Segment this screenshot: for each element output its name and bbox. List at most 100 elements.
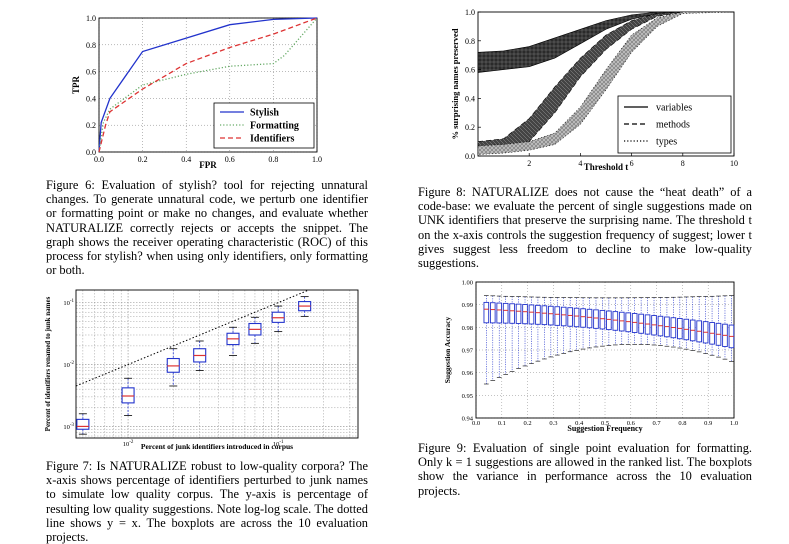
- figure-9-xtick-label: 0.6: [627, 420, 636, 427]
- figure-6-ytick-label: 0.0: [86, 148, 96, 157]
- figure-9-xtick-label: 0.4: [575, 420, 584, 427]
- figure-6-series-identifiers: [98, 17, 318, 153]
- figure-9-box: [541, 305, 548, 326]
- figure-8-ytick-label: 0.8: [465, 37, 475, 46]
- figure-9-box: [496, 302, 503, 324]
- figure-7-ytick-label: 10-2: [63, 361, 74, 369]
- figure-9-xlabel: Suggestion Frequency: [567, 424, 642, 433]
- figure-9-box: [573, 307, 580, 328]
- figure-9-box: [606, 310, 612, 331]
- figure-6-legend-label: Formatting: [250, 121, 299, 132]
- figure-9-box: [593, 309, 599, 329]
- figure-9-boxes: [483, 295, 735, 385]
- figure-6-xtick-label: 0.8: [268, 155, 278, 164]
- figure-9-caption: Figure 9: Evaluation of single point eva…: [418, 441, 752, 498]
- figure-7-ticks: 10-2 10-1 10-3 10-2 10-1: [63, 299, 284, 448]
- figure-9-ylabel: Suggestion Accuracy: [443, 317, 452, 384]
- figure-8-xtick-label: 4: [578, 159, 582, 168]
- figure-8-xtick-label: 2: [527, 159, 531, 168]
- figure-7-reference-line: [75, 289, 310, 387]
- figure-6-chart: 0.0 0.2 0.4 0.6 0.8 1.0 0.0 0.2 0.4 0.6 0.8 1.0 FPR…: [71, 14, 322, 170]
- figure-9-chart: 0.94 0.95 0.96 0.97 0.98 0.99 1.00 0.0 0.1 0.2 0.3…: [443, 280, 738, 434]
- figure-8-xlabel: Threshold t: [584, 162, 629, 172]
- figure-7-ytick-label: 10-3: [63, 423, 74, 431]
- figure-9-box: [599, 309, 606, 330]
- figure-9-box: [554, 306, 561, 326]
- figure-8-xtick-label: 8: [681, 159, 685, 168]
- figure-8-legend-label: types: [656, 137, 677, 148]
- figure-6-ytick-label: 0.6: [86, 68, 96, 77]
- figure-7-plot-frame: [75, 289, 359, 439]
- figure-8-legend: variables methods types: [617, 95, 732, 154]
- figure-8-bands: [477, 11, 735, 155]
- figure-6-ytick-label: 0.4: [86, 94, 96, 103]
- figure-7-box: [76, 418, 90, 430]
- figure-8-ytick-label: 1.0: [465, 8, 475, 17]
- figure-9-xtick-label: 0.5: [601, 420, 609, 427]
- figure-7-xtick-label: 10-1: [273, 440, 284, 448]
- figure-8-xtick-label: 10: [730, 159, 738, 168]
- figure-7-boxes: [76, 296, 312, 435]
- figure-6-ytick-label: 1.0: [86, 14, 96, 23]
- figure-6-xtick-label: 0.2: [138, 155, 148, 164]
- figure-8-xtick-label: 6: [630, 159, 634, 168]
- figure-6-xtick-label: 0.4: [181, 155, 191, 164]
- figure-7-grid: [76, 290, 358, 438]
- figure-9-xtick-label: 0.1: [498, 420, 506, 427]
- figure-6-ticks: 0.0 0.2 0.4 0.6 0.8 1.0 0.0 0.2 0.4 0.6 0.8 1.0: [86, 14, 322, 164]
- figure-9-xtick-label: 0.7: [653, 420, 662, 427]
- figure-9-box: [560, 306, 567, 327]
- figure-7-ylabel: Percent of identifiers renamed to junk n…: [44, 296, 52, 431]
- figure-8-ytick-label: 0.6: [465, 66, 475, 75]
- figure-6-xtick-label: 0.0: [94, 155, 104, 164]
- figure-8-ytick-label: 0.2: [465, 123, 475, 132]
- figure-9-xtick-label: 0.8: [678, 420, 686, 427]
- figure-9-box: [528, 304, 535, 325]
- figure-9-box: [509, 303, 515, 324]
- figure-9-plot-frame: [475, 281, 735, 419]
- figure-7-box: [121, 387, 135, 404]
- figure-8-ticks: 2 4 6 8 10 0.0 0.2 0.4 0.6 0.8 1.0: [465, 8, 738, 168]
- figure-6-xlabel: FPR: [199, 160, 217, 170]
- figure-7-ytick-label: 10-1: [63, 299, 74, 307]
- figure-6-lines: [98, 17, 318, 153]
- figure-9-box: [631, 313, 638, 333]
- figure-9-ytick-label: 0.95: [462, 393, 473, 400]
- figure-6-ytick-label: 0.2: [86, 121, 96, 130]
- figure-8-legend-label: variables: [656, 103, 692, 114]
- figure-9-ytick-label: 0.96: [462, 370, 474, 377]
- figure-9-ytick-label: 0.99: [462, 302, 473, 309]
- figure-9-box: [489, 302, 496, 324]
- figure-9-box: [618, 311, 625, 332]
- figure-8-ytick-label: 0.0: [465, 152, 475, 161]
- figure-9-ytick-label: 0.94: [462, 416, 474, 423]
- figure-9-box: [638, 313, 644, 334]
- figure-9-box: [580, 308, 586, 328]
- figure-9-box: [586, 308, 593, 329]
- figure-9-box: [522, 304, 528, 325]
- figure-6-legend-label: Stylish: [250, 108, 279, 119]
- figure-6-series-formatting: [98, 17, 318, 153]
- figure-7-yx-line: [75, 289, 310, 387]
- figure-8-band-types: [477, 11, 735, 155]
- figure-6-xtick-label: 0.6: [225, 155, 235, 164]
- figure-9-box: [612, 311, 619, 331]
- figure-8-ytick-label: 0.4: [465, 94, 475, 103]
- figure-6-series-stylish: [98, 17, 318, 153]
- figure-7-caption: Figure 7: Is NATURALIZE robust to low-qu…: [46, 459, 368, 544]
- figure-7-xlabel: Percent of junk identifiers introduced i…: [141, 442, 293, 451]
- figure-9-ticks: 0.94 0.95 0.96 0.97 0.98 0.99 1.00 0.0 0.1 0.2 0.3…: [462, 280, 738, 428]
- figure-6-legend-label: Identifiers: [250, 134, 295, 145]
- figure-9-box: [515, 303, 522, 324]
- figure-9-box: [483, 301, 490, 324]
- figure-8-caption: Figure 8: NATURALIZE does not cause the …: [418, 185, 752, 271]
- figure-9-grid: [475, 281, 735, 419]
- figure-9-ytick-label: 0.97: [462, 348, 474, 355]
- figure-9-ytick-label: 1.00: [462, 280, 473, 287]
- figure-7-chart: 10-2 10-1 10-3 10-2 10-1 Percent of junk ide…: [44, 289, 359, 451]
- figure-8-chart: 2 4 6 8 10 0.0 0.2 0.4 0.6 0.8 1.0 Threshold t % s…: [450, 8, 738, 172]
- figure-9-box: [625, 312, 632, 333]
- figure-6-caption: Figure 6: Evaluation of stylish? tool fo…: [46, 178, 368, 278]
- figure-6-legend: Stylish Formatting Identifiers: [213, 102, 315, 149]
- figure-6-plot-frame: [98, 17, 318, 153]
